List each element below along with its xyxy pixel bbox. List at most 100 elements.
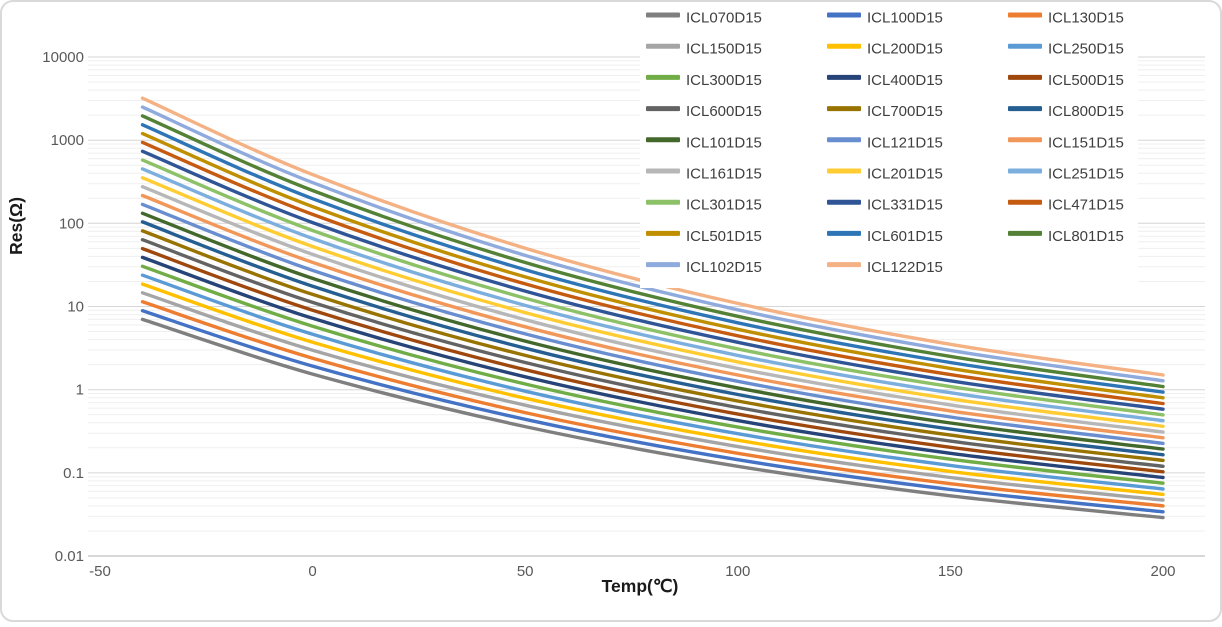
legend-swatch [827, 106, 861, 112]
legend-swatch [827, 199, 861, 205]
curve-ICL801D15 [140, 114, 1165, 389]
x-tick-label: 200 [1150, 563, 1175, 580]
curve-ICL301D15 [140, 158, 1165, 417]
legend-item-ICL121D15: ICL121D15 [827, 134, 943, 151]
curve-ICL101D15 [140, 211, 1165, 451]
legend-swatch [646, 106, 680, 112]
legend-item-ICL070D15: ICL070D15 [646, 10, 762, 27]
curve-ICL100D15 [140, 309, 1165, 514]
legend-label: ICL301D15 [686, 197, 762, 214]
legend-item-ICL800D15: ICL800D15 [1008, 103, 1124, 120]
legend-label: ICL100D15 [867, 10, 943, 27]
legend-item-ICL601D15: ICL601D15 [827, 228, 943, 245]
curve-ICL102D15 [140, 105, 1165, 383]
legend-item-ICL130D15: ICL130D15 [1008, 10, 1124, 27]
legend-label: ICL251D15 [1048, 166, 1124, 183]
legend-label: ICL161D15 [686, 166, 762, 183]
legend-swatch [827, 168, 861, 174]
curve-ICL250D15 [140, 273, 1165, 491]
legend-swatch [827, 43, 861, 49]
y-axis-title: Res(Ω) [6, 197, 26, 255]
y-tick-label: 0.01 [55, 548, 84, 565]
curve-ICL150D15 [140, 291, 1165, 502]
legend-item-ICL801D15: ICL801D15 [1008, 228, 1124, 245]
legend-label: ICL300D15 [686, 72, 762, 89]
legend-swatch [646, 262, 680, 268]
curve-ICL151D15 [140, 193, 1165, 440]
curve-ICL122D15 [140, 96, 1165, 377]
curve-ICL400D15 [140, 255, 1165, 480]
legend-item-ICL301D15: ICL301D15 [646, 197, 762, 214]
legend-swatch [646, 168, 680, 174]
curve-ICL300D15 [140, 264, 1165, 485]
legend-item-ICL251D15: ICL251D15 [1008, 166, 1124, 183]
legend-label: ICL600D15 [686, 103, 762, 120]
legend-swatch [1008, 74, 1042, 80]
legend-item-ICL161D15: ICL161D15 [646, 166, 762, 183]
legend-label: ICL700D15 [867, 103, 943, 120]
x-tick-label: 100 [725, 563, 750, 580]
x-tick-label: 150 [938, 563, 963, 580]
curve-ICL200D15 [140, 282, 1165, 497]
curve-ICL700D15 [140, 229, 1165, 463]
legend-swatch [1008, 106, 1042, 112]
legend-item-ICL700D15: ICL700D15 [827, 103, 943, 120]
x-axis-title: Temp(℃) [602, 576, 679, 596]
legend-label: ICL601D15 [867, 228, 943, 245]
legend-item-ICL201D15: ICL201D15 [827, 166, 943, 183]
legend-swatch [1008, 230, 1042, 236]
legend-item-ICL122D15: ICL122D15 [827, 259, 943, 276]
legend-label: ICL400D15 [867, 72, 943, 89]
legend-item-ICL400D15: ICL400D15 [827, 72, 943, 89]
legend-item-ICL101D15: ICL101D15 [646, 134, 762, 151]
legend-label: ICL500D15 [1048, 72, 1124, 89]
legend-item-ICL100D15: ICL100D15 [827, 10, 943, 27]
legend-label: ICL331D15 [867, 197, 943, 214]
legend-item-ICL150D15: ICL150D15 [646, 41, 762, 58]
legend-swatch [1008, 137, 1042, 143]
curve-ICL601D15 [140, 123, 1165, 394]
legend-item-ICL331D15: ICL331D15 [827, 197, 943, 214]
legend-item-ICL600D15: ICL600D15 [646, 103, 762, 120]
legend-label: ICL501D15 [686, 228, 762, 245]
legend-swatch [827, 74, 861, 80]
legend-item-ICL102D15: ICL102D15 [646, 259, 762, 276]
legend-label: ICL130D15 [1048, 10, 1124, 27]
legend-swatch [827, 12, 861, 18]
legend-label: ICL471D15 [1048, 197, 1124, 214]
y-tick-label: 1000 [51, 132, 84, 149]
curve-ICL501D15 [140, 131, 1165, 400]
legend-label: ICL801D15 [1048, 228, 1124, 245]
curve-ICL800D15 [140, 220, 1165, 457]
y-tick-label: 10 [67, 299, 84, 316]
legend-background [640, 3, 1138, 288]
legend-label: ICL102D15 [686, 259, 762, 276]
legend-label: ICL200D15 [867, 41, 943, 58]
legend-label: ICL122D15 [867, 259, 943, 276]
legend-label: ICL101D15 [686, 134, 762, 151]
curve-ICL130D15 [140, 300, 1165, 508]
legend-item-ICL500D15: ICL500D15 [1008, 72, 1124, 89]
legend-label: ICL121D15 [867, 134, 943, 151]
curves [140, 96, 1165, 520]
legend-label: ICL800D15 [1048, 103, 1124, 120]
y-tick-label: 0.1 [63, 465, 84, 482]
y-tick-label: 10000 [42, 49, 84, 66]
y-tick-label: 1 [76, 382, 84, 399]
legend-item-ICL200D15: ICL200D15 [827, 41, 943, 58]
legend-swatch [646, 199, 680, 205]
curve-ICL121D15 [140, 202, 1165, 446]
x-tick-label: -50 [89, 563, 111, 580]
legend-label: ICL250D15 [1048, 41, 1124, 58]
legend-item-ICL250D15: ICL250D15 [1008, 41, 1124, 58]
legend-label: ICL150D15 [686, 41, 762, 58]
legend-swatch [827, 262, 861, 268]
curve-ICL331D15 [140, 149, 1165, 411]
legend-swatch [646, 230, 680, 236]
legend-item-ICL471D15: ICL471D15 [1008, 197, 1124, 214]
curve-ICL251D15 [140, 167, 1165, 423]
legend-label: ICL070D15 [686, 10, 762, 27]
legend-swatch [646, 137, 680, 143]
legend-swatch [1008, 43, 1042, 49]
